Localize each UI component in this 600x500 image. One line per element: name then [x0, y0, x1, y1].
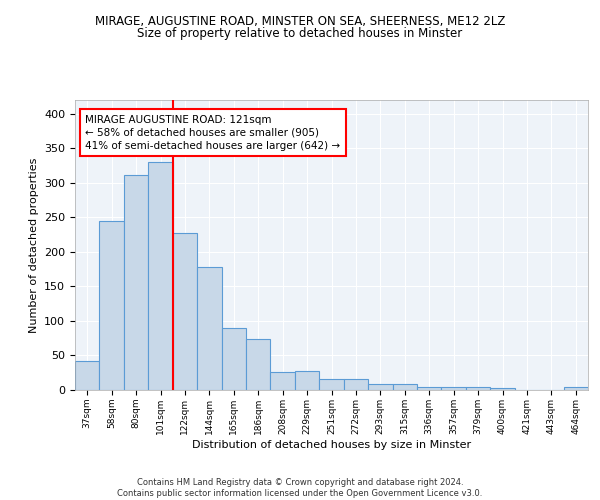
Bar: [197, 267, 221, 390]
Bar: [490, 388, 515, 390]
Bar: [466, 387, 490, 390]
Bar: [344, 379, 368, 390]
Bar: [392, 384, 417, 390]
Y-axis label: Number of detached properties: Number of detached properties: [29, 158, 38, 332]
Bar: [221, 328, 246, 390]
Text: Size of property relative to detached houses in Minster: Size of property relative to detached ho…: [137, 28, 463, 40]
Bar: [442, 386, 466, 390]
Bar: [124, 174, 148, 390]
Bar: [368, 384, 392, 390]
Bar: [319, 379, 344, 390]
Bar: [417, 386, 442, 390]
Bar: [271, 372, 295, 390]
Text: MIRAGE AUGUSTINE ROAD: 121sqm
← 58% of detached houses are smaller (905)
41% of : MIRAGE AUGUSTINE ROAD: 121sqm ← 58% of d…: [85, 114, 340, 151]
Bar: [295, 372, 319, 390]
Bar: [100, 221, 124, 390]
Text: MIRAGE, AUGUSTINE ROAD, MINSTER ON SEA, SHEERNESS, ME12 2LZ: MIRAGE, AUGUSTINE ROAD, MINSTER ON SEA, …: [95, 15, 505, 28]
Bar: [173, 232, 197, 390]
Bar: [148, 162, 173, 390]
Text: Contains HM Land Registry data © Crown copyright and database right 2024.
Contai: Contains HM Land Registry data © Crown c…: [118, 478, 482, 498]
X-axis label: Distribution of detached houses by size in Minster: Distribution of detached houses by size …: [192, 440, 471, 450]
Bar: [75, 361, 100, 390]
Bar: [563, 387, 588, 390]
Bar: [246, 339, 271, 390]
